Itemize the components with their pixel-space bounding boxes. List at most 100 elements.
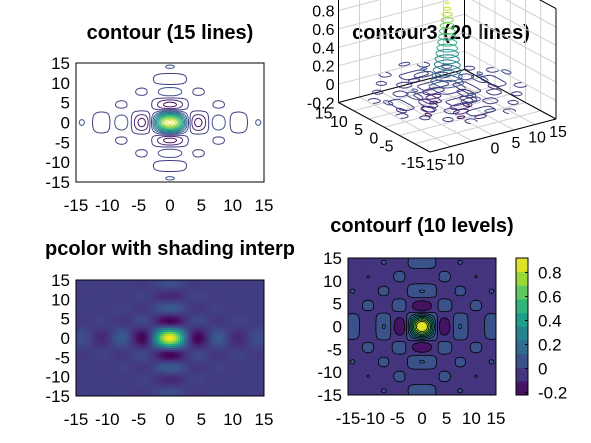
pcolor-cell bbox=[120, 284, 123, 287]
pcolor-cell bbox=[196, 288, 199, 291]
contour3-lines bbox=[367, 1, 527, 125]
pcolor-cell bbox=[86, 286, 89, 289]
pcolor-cell bbox=[122, 286, 125, 289]
pcolor-cell bbox=[110, 288, 113, 291]
pcolor-cell bbox=[98, 282, 101, 285]
pcolor-cell bbox=[256, 284, 259, 287]
pcolor-cell bbox=[160, 282, 163, 285]
pcolor-cell bbox=[152, 284, 155, 287]
contour3-line-4 bbox=[383, 61, 512, 113]
pcolor-cell bbox=[234, 284, 237, 287]
pcolor-cell bbox=[112, 292, 115, 295]
pcolor-cell bbox=[242, 286, 245, 289]
axis-edge bbox=[338, 102, 431, 153]
pcolor-cell bbox=[100, 290, 103, 293]
pcolor-cell bbox=[206, 284, 209, 287]
pcolor-cell bbox=[86, 288, 89, 291]
pcolor-cell bbox=[134, 282, 137, 285]
pcolor-cell bbox=[248, 288, 251, 291]
pcolor-cell bbox=[120, 286, 123, 289]
pcolor-cell bbox=[90, 290, 93, 293]
pcolor-cell bbox=[114, 288, 117, 291]
pcolor-cell bbox=[192, 286, 195, 289]
pcolor-cell bbox=[102, 286, 105, 289]
pcolor-cell bbox=[142, 292, 145, 295]
pcolor-cell bbox=[132, 284, 135, 287]
pcolor-cell bbox=[228, 288, 231, 291]
pcolor-cell bbox=[106, 284, 109, 287]
pcolor-cell bbox=[112, 280, 115, 283]
pcolor-cell bbox=[210, 290, 213, 293]
pcolor-cell bbox=[212, 290, 215, 293]
pcolor-cell bbox=[190, 280, 193, 283]
pcolor-cell bbox=[186, 290, 189, 293]
pcolor-cell bbox=[250, 288, 253, 291]
pcolor-cell bbox=[102, 282, 105, 285]
pcolor-cell bbox=[126, 284, 129, 287]
pcolor-cell bbox=[240, 290, 243, 293]
pcolor-cell bbox=[232, 284, 235, 287]
pcolor-cell bbox=[92, 282, 95, 285]
pcolor-cell bbox=[200, 288, 203, 291]
x-tick-label: 15 bbox=[549, 124, 567, 141]
pcolor-cell bbox=[200, 290, 203, 293]
pcolor-cell bbox=[76, 284, 79, 287]
pcolor-cell bbox=[78, 292, 81, 295]
pcolor-cell bbox=[252, 290, 255, 293]
pcolor-cell bbox=[110, 290, 113, 293]
axis-edge bbox=[429, 118, 557, 153]
pcolor-cell bbox=[154, 280, 157, 283]
pcolor-cell bbox=[218, 290, 221, 293]
pcolor-cell bbox=[196, 290, 199, 293]
pcolor-cell bbox=[240, 286, 243, 289]
pcolor-cell bbox=[152, 286, 155, 289]
pcolor-cell bbox=[90, 292, 93, 295]
pcolor-cell bbox=[164, 286, 167, 289]
contour3-line-8 bbox=[433, 59, 461, 71]
pcolor-cell bbox=[210, 286, 213, 289]
pcolor-cell bbox=[158, 280, 161, 283]
pcolor-cell bbox=[260, 280, 263, 283]
contour3-x-ticks: -15-100 5 10 15 bbox=[420, 124, 567, 174]
pcolor-cell bbox=[154, 284, 157, 287]
pcolor-cell bbox=[126, 282, 129, 285]
pcolor-cell bbox=[208, 290, 211, 293]
pcolor-cell bbox=[140, 290, 143, 293]
pcolor-cell bbox=[224, 284, 227, 287]
pcolor-cell bbox=[222, 288, 225, 291]
pcolor-cell bbox=[214, 288, 217, 291]
pcolor-cell bbox=[104, 282, 107, 285]
contour-line-0 bbox=[137, 101, 203, 144]
y-tick-label: 15 bbox=[315, 106, 333, 123]
pcolor-cell bbox=[78, 290, 81, 293]
pcolor-cell bbox=[204, 282, 207, 285]
contour-line-13 bbox=[164, 118, 176, 127]
pcolor-cell bbox=[174, 284, 177, 287]
pcolor-cell bbox=[90, 280, 93, 283]
pcolor-cell bbox=[80, 288, 83, 291]
pcolor-cell bbox=[136, 290, 139, 293]
pcolor-cell bbox=[92, 284, 95, 287]
pcolor-cell bbox=[108, 292, 111, 295]
pcolor-cell bbox=[124, 288, 127, 291]
pcolor-cell bbox=[260, 286, 263, 289]
pcolor-cell bbox=[114, 280, 117, 283]
pcolor-cell bbox=[256, 282, 259, 285]
pcolor-cell bbox=[86, 280, 89, 283]
pcolor-cell bbox=[144, 292, 147, 295]
pcolor-cell bbox=[212, 288, 215, 291]
pcolor-cell bbox=[150, 292, 153, 295]
pcolor-cell bbox=[110, 284, 113, 287]
pcolor-cell bbox=[184, 290, 187, 293]
pcolor-cell bbox=[206, 288, 209, 291]
pcolor-cell bbox=[160, 290, 163, 293]
pcolor-cell bbox=[134, 284, 137, 287]
pcolor-cell bbox=[82, 284, 85, 287]
pcolor-cell bbox=[188, 280, 191, 283]
pcolor-cell bbox=[202, 284, 205, 287]
pcolor-cell bbox=[236, 290, 239, 293]
pcolor-cell bbox=[170, 288, 173, 291]
pcolor-cell bbox=[80, 286, 83, 289]
pcolor-cell bbox=[104, 290, 107, 293]
pcolor-cell bbox=[254, 286, 257, 289]
